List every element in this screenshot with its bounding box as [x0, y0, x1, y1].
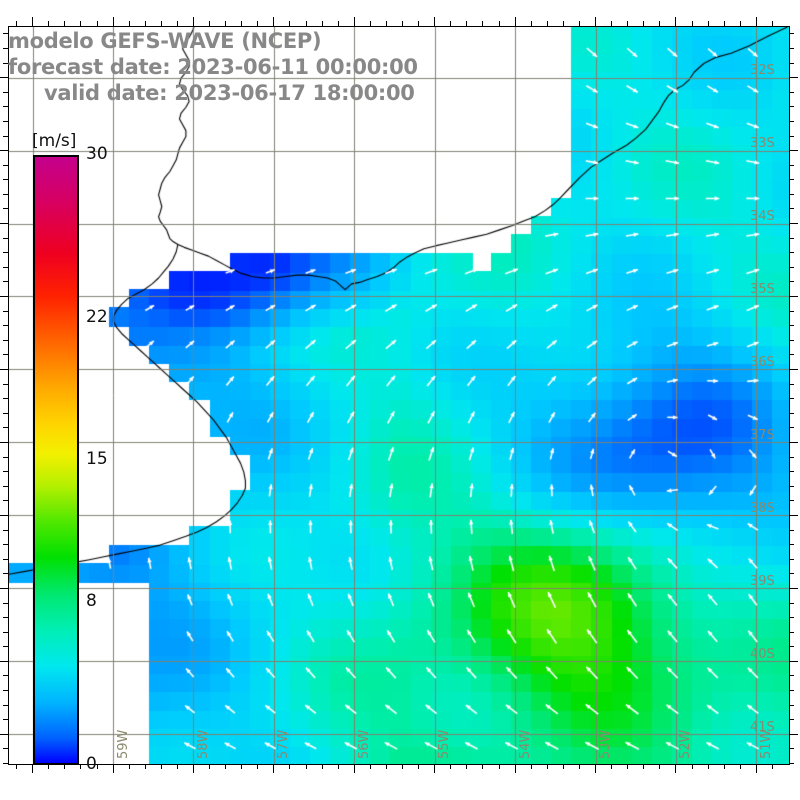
lon-label-57w: 57W: [276, 729, 292, 759]
lon-label-58w: 58W: [195, 729, 211, 759]
colorbar-tick-15: 15: [86, 449, 108, 469]
lat-label-37s: 37S: [750, 427, 775, 443]
forecast-date-title: forecast date: 2023-06-11 00:00:00: [8, 55, 418, 79]
lon-label-59w: 59W: [115, 729, 131, 759]
lat-label-39s: 39S: [750, 573, 775, 589]
colorbar-gradient: [33, 155, 79, 765]
colorbar-unit-label: [m/s]: [32, 131, 77, 151]
lon-label-54w: 54W: [517, 729, 533, 759]
left-axis-ticks: [0, 26, 8, 764]
lat-label-41s: 41S: [750, 719, 775, 735]
colorbar-tick-30: 30: [86, 144, 108, 164]
chart-title-block: modelo GEFS-WAVE (NCEP) forecast date: 2…: [0, 28, 560, 106]
colorbar-tick-22: 22: [86, 306, 108, 327]
top-axis-ticks: [8, 17, 788, 26]
lat-label-33s: 33S: [750, 136, 775, 152]
lat-label-36s: 36S: [750, 354, 775, 370]
lon-label-51w: 51W: [758, 729, 774, 759]
lat-label-40s: 40S: [750, 646, 775, 662]
lon-label-53w: 53W: [598, 729, 613, 759]
lon-label-52w: 52W: [678, 729, 694, 759]
model-name-title: modelo GEFS-WAVE (NCEP): [8, 29, 322, 53]
colorbar-tick-0: 0: [86, 754, 97, 774]
valid-date-title: valid date: 2023-06-17 18:00:00: [44, 81, 415, 105]
right-axis-ticks: [789, 26, 798, 764]
bottom-axis-ticks: [8, 764, 788, 773]
lon-label-56w: 56W: [356, 729, 372, 759]
lat-label-38s: 38S: [750, 500, 775, 516]
lat-label-32s: 32S: [750, 63, 775, 79]
lon-label-55w: 55W: [437, 729, 453, 759]
lat-label-35s: 35S: [750, 281, 775, 297]
colorbar-tick-8: 8: [86, 591, 97, 612]
wind-direction-vectors: [9, 27, 789, 764]
lat-label-34s: 34S: [750, 209, 775, 225]
map-plot-area: [8, 26, 790, 765]
